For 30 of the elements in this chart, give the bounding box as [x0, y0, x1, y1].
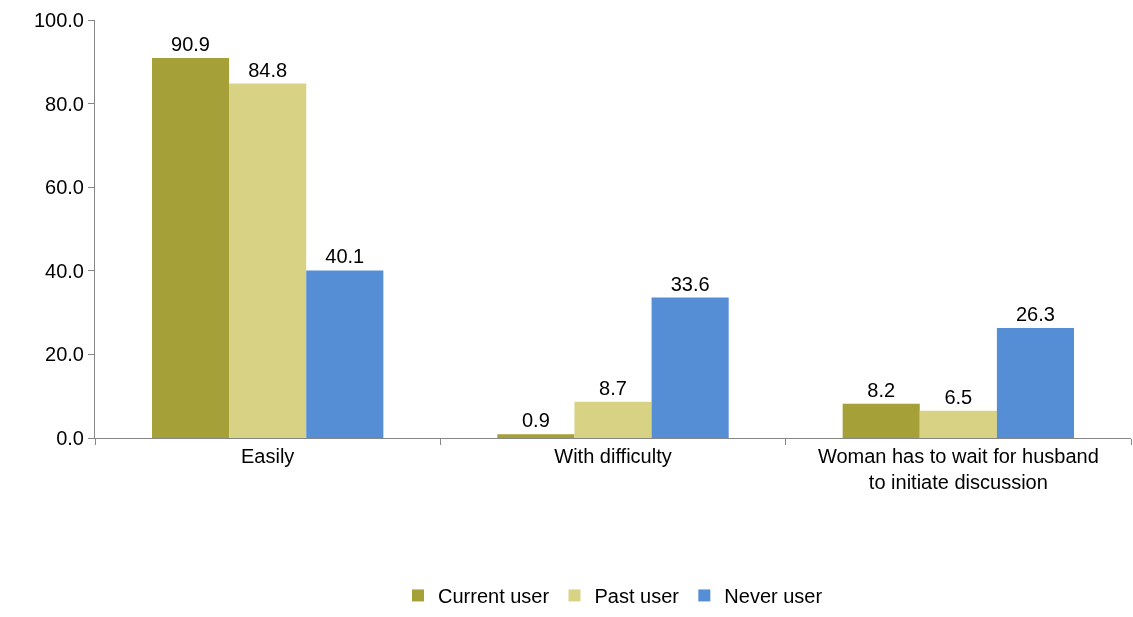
- bar: [996, 328, 1075, 438]
- y-tick-label: 40.0: [45, 259, 84, 282]
- x-tick-label: With difficulty: [554, 445, 672, 467]
- y-tick-label: 80.0: [45, 92, 84, 115]
- data-label: 0.9: [521, 409, 550, 432]
- bar: [151, 58, 230, 438]
- data-label: 90.9: [171, 33, 211, 56]
- data-label: 6.5: [944, 385, 973, 408]
- legend-label: Current user: [438, 585, 550, 608]
- bar: [229, 83, 307, 438]
- data-label: 33.6: [670, 272, 710, 295]
- data-label: 8.7: [599, 376, 627, 399]
- y-tick-label: 60.0: [45, 176, 84, 199]
- y-tick-label: 100.0: [33, 9, 84, 31]
- y-tick-label: 20.0: [45, 343, 84, 366]
- bar: [842, 403, 920, 438]
- bar: [651, 297, 729, 438]
- bar: [919, 410, 997, 438]
- x-tick-label: Woman has to wait for husband to initiate discussion: [817, 445, 1099, 493]
- y-tick-label: 0.0: [56, 427, 84, 449]
- x-tick-label: Easily: [240, 445, 295, 467]
- data-label: 40.1: [325, 245, 365, 268]
- bar: [497, 434, 575, 438]
- bar: [574, 401, 652, 438]
- data-label: 84.8: [248, 58, 288, 81]
- legend-label: Never user: [724, 585, 823, 608]
- legend-label: Past user: [594, 585, 680, 608]
- bar: [306, 270, 384, 438]
- data-label: 8.2: [867, 378, 896, 401]
- data-label: 26.3: [1015, 303, 1055, 326]
